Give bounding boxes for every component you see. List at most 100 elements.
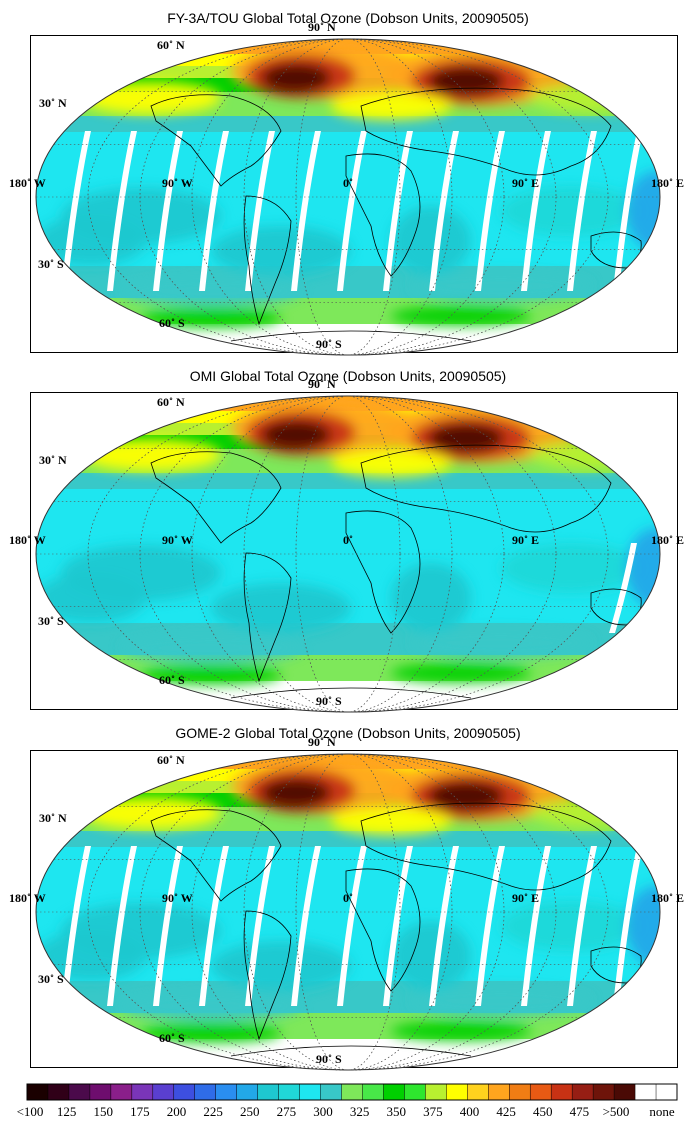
map-label-90w: 90˚ W <box>162 533 193 547</box>
coastline <box>150 451 282 544</box>
colorbar-swatch <box>509 1084 531 1100</box>
colorbar-tick-label: 425 <box>496 1104 516 1119</box>
meridian-line <box>243 753 453 1071</box>
colorbar-tick-label: 350 <box>386 1104 407 1119</box>
meridian-line <box>191 395 505 713</box>
colorbar-swatch <box>89 1084 112 1100</box>
coastlines <box>150 802 642 1057</box>
map-outline <box>35 395 661 713</box>
colorbar-swatch <box>614 1084 636 1100</box>
map-label-180e: 180˚ E <box>651 533 684 547</box>
data-gap-swath <box>107 131 137 291</box>
colorbar-swatch <box>404 1084 426 1100</box>
colorbar-swatch <box>467 1084 489 1100</box>
colorbar-tick-label: 475 <box>569 1104 590 1119</box>
ozone-anomaly <box>411 987 591 1015</box>
data-gap-swath <box>613 846 643 1006</box>
colorbar-tick-label: 375 <box>423 1104 443 1119</box>
colorbar-swatch <box>68 1084 91 1100</box>
ozone-anomaly <box>411 629 591 657</box>
map-label-0: 0˚ <box>343 891 353 905</box>
colorbar-swatch <box>488 1084 510 1100</box>
ozone-anomaly <box>331 449 451 477</box>
colorbar <box>26 1083 678 1101</box>
colorbar-swatch <box>656 1084 678 1100</box>
map-label-30n: 30˚ N <box>39 96 67 110</box>
coastlines <box>150 87 642 342</box>
coastlines <box>150 444 642 699</box>
meridian-line <box>295 38 401 356</box>
ozone-anomaly <box>261 420 331 450</box>
colorbar-tick-label: 450 <box>533 1104 553 1119</box>
ozone-anomaly <box>81 439 221 471</box>
data-gap-swath <box>521 846 551 1006</box>
colorbar-tick-label: 175 <box>130 1104 150 1119</box>
coastline <box>230 687 472 699</box>
map-label-60s: 60˚ S <box>159 1031 185 1045</box>
colorbar-swatch <box>152 1084 175 1100</box>
data-gap-swath <box>153 846 183 1006</box>
ozone-anomaly <box>391 921 471 991</box>
colorbar-tick-label: 225 <box>203 1104 223 1119</box>
data-gap-swath <box>107 846 137 1006</box>
colorbar-swatch <box>530 1084 552 1100</box>
ozone-anomaly <box>121 277 301 305</box>
colorbar-tick-label: >500 <box>602 1104 630 1119</box>
data-gap-swath <box>567 846 597 1006</box>
data-gap-swath <box>61 846 91 1006</box>
meridian-line <box>243 395 453 713</box>
map-label-180w: 180˚ W <box>9 533 46 547</box>
ozone-anomaly <box>626 528 660 608</box>
data-gap-swath <box>609 543 637 633</box>
coastline <box>345 510 421 634</box>
colorbar-tick-label: 125 <box>56 1104 77 1119</box>
map-label-30n: 30˚ N <box>39 811 67 825</box>
data-gap-swath <box>245 131 275 291</box>
panel-1: 90˚ N 60˚ N 30˚ N 180˚ W 90˚ W 0˚ 90˚ E 180˚ E 3… <box>9 20 684 356</box>
colorbar-tick-label: 275 <box>276 1104 297 1119</box>
meridian-line <box>295 395 401 713</box>
map-label-90w: 90˚ W <box>162 176 193 190</box>
ozone-anomaly <box>626 886 660 966</box>
data-gap-swath <box>567 131 597 291</box>
ozone-anomaly <box>211 583 351 633</box>
coastline <box>243 910 292 1041</box>
data-gap-swath <box>291 846 321 1006</box>
ozone-anomaly <box>331 92 451 120</box>
colorbar-swatch <box>425 1084 447 1100</box>
coastline <box>360 444 612 533</box>
ozone-anomaly <box>121 992 301 1020</box>
ozone-band <box>36 1039 660 1069</box>
colorbar-tick-label: 400 <box>459 1104 480 1119</box>
coastline <box>360 802 612 891</box>
data-gap-swath <box>199 846 229 1006</box>
meridian-line <box>243 38 453 356</box>
ozone-anomaly <box>626 171 660 251</box>
ozone-anomaly <box>411 272 591 300</box>
map-label-90w: 90˚ W <box>162 891 193 905</box>
ozone-anomaly <box>211 226 351 276</box>
colorbar-tick-label: 150 <box>93 1104 114 1119</box>
colorbar-swatch <box>27 1084 49 1100</box>
map-label-90s: 90˚ S <box>316 337 342 351</box>
map-label-90e: 90˚ E <box>512 176 539 190</box>
data-gap-swath <box>659 846 660 1006</box>
colorbar-swatch <box>299 1084 321 1100</box>
colorbar-swatch <box>110 1084 133 1100</box>
colorbar-tick-label: 300 <box>313 1104 333 1119</box>
meridian-line <box>191 753 505 1071</box>
ozone-band <box>36 324 660 354</box>
data-gap-swath <box>245 846 275 1006</box>
map-label-90e: 90˚ E <box>512 891 539 905</box>
map-label-90n: 90˚ N <box>308 20 336 34</box>
data-gap-swath <box>61 131 91 291</box>
colorbar-swatch <box>257 1084 279 1100</box>
ozone-anomaly <box>391 663 531 683</box>
ozone-band <box>36 116 660 132</box>
ozone-anomaly <box>501 186 641 236</box>
colorbar-swatch <box>446 1084 468 1100</box>
map-label-180w: 180˚ W <box>9 891 46 905</box>
coastline <box>230 1045 472 1057</box>
map-label-0: 0˚ <box>343 176 353 190</box>
colorbar-tick-label: 250 <box>240 1104 260 1119</box>
